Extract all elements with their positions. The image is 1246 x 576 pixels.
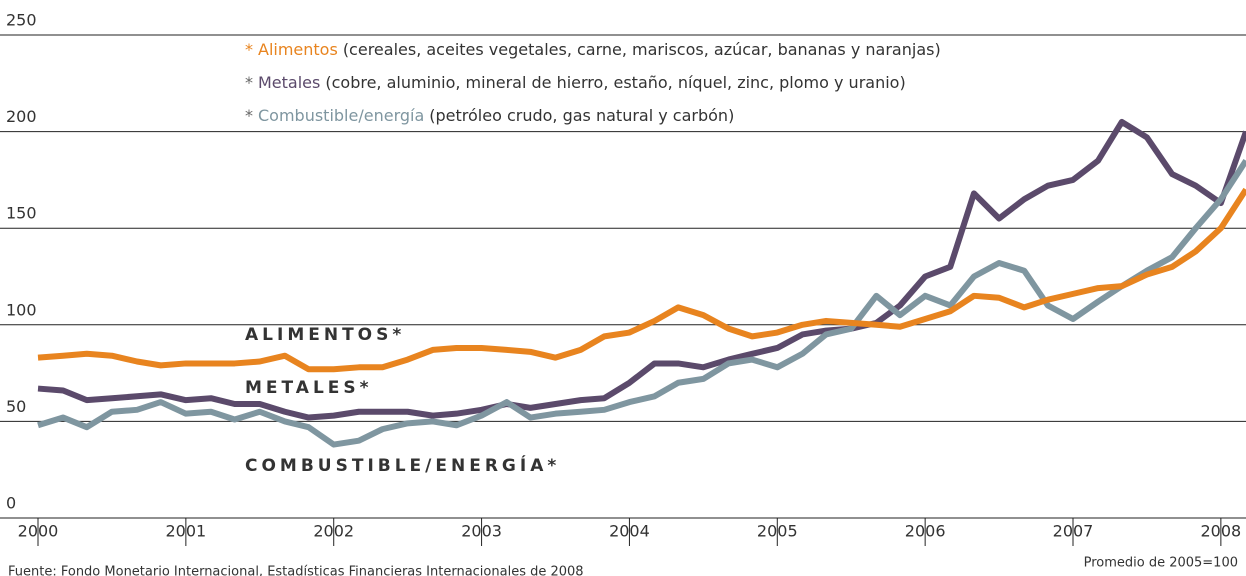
- y-tick-label: 100: [6, 300, 37, 319]
- series-line: [37, 118, 1246, 421]
- legend-description: (cereales, aceites vegetales, carne, mar…: [343, 40, 941, 59]
- legend-entry: * Combustible/energía (petróleo crudo, gas…: [245, 106, 734, 125]
- y-tick-label: 0: [6, 494, 16, 513]
- y-tick-label: 50: [6, 397, 26, 416]
- x-tick-label: 2002: [313, 522, 354, 541]
- y-tick-label: 200: [6, 107, 37, 126]
- legend-entry: * Metales (cobre, aluminio, mineral de hie…: [245, 73, 906, 92]
- source: Fuente: Fondo Monetario Internacional, E…: [8, 565, 584, 576]
- series-label: METALES*: [245, 378, 373, 398]
- note: Promedio de 2005=100: [1084, 556, 1238, 571]
- x-tick-label: 2003: [461, 522, 502, 541]
- y-tick-label: 150: [6, 204, 37, 223]
- legend-name: Combustible/energía: [258, 106, 424, 125]
- x-tick-label: 2008: [1201, 522, 1242, 541]
- y-tick-label: 250: [6, 11, 37, 30]
- series-label: COMBUSTIBLE/ENERGÍA*: [245, 454, 560, 476]
- series-line: [37, 187, 1246, 373]
- x-tick-label: 2001: [165, 522, 206, 541]
- legend-description: (cobre, aluminio, mineral de hierro, est…: [325, 73, 905, 92]
- legend-name: Alimentos: [258, 40, 338, 59]
- legend-name: Metales: [258, 73, 320, 92]
- legend-marker: *: [245, 106, 253, 125]
- series-label: ALIMENTOS*: [245, 325, 405, 345]
- x-tick-label: 2006: [905, 522, 946, 541]
- legend-description: (petróleo crudo, gas natural y carbón): [429, 106, 734, 125]
- legend-marker: *: [245, 73, 253, 92]
- x-tick-label: 2005: [757, 522, 798, 541]
- x-tick-label: 2000: [18, 522, 59, 541]
- x-tick-label: 2004: [609, 522, 650, 541]
- legend-entry: * Alimentos (cereales, aceites vegetales, …: [245, 40, 941, 59]
- legend-marker: *: [245, 40, 253, 59]
- x-tick-label: 2007: [1053, 522, 1094, 541]
